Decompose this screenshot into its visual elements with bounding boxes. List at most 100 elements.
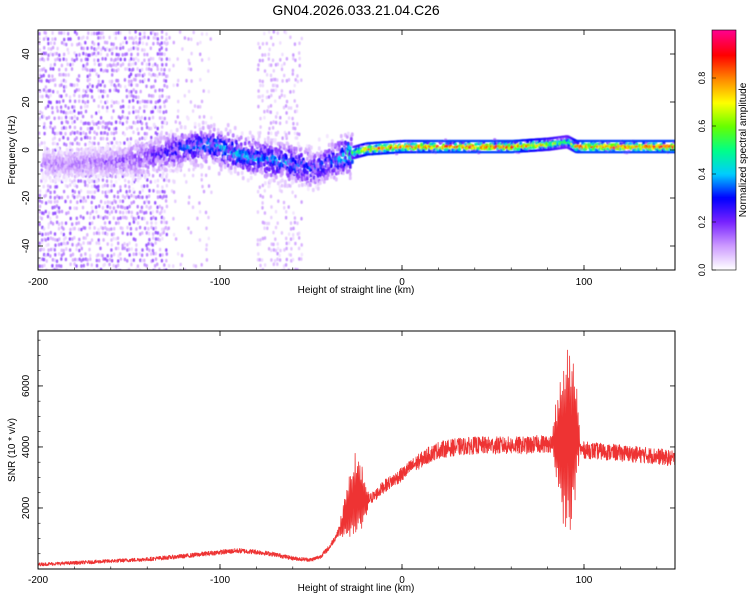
noise-cell — [117, 221, 120, 225]
noise-cell — [156, 37, 159, 41]
noise-cell — [82, 46, 85, 51]
noise-cell — [272, 242, 275, 247]
noise-cell — [45, 35, 48, 40]
noise-cell — [135, 41, 138, 45]
noise-cell — [95, 210, 98, 214]
noise-cell — [172, 83, 175, 88]
noise-cell — [42, 88, 46, 92]
noise-cell — [129, 72, 133, 77]
noise-cell — [134, 121, 137, 125]
noise-cell — [57, 206, 61, 210]
noise-cell — [86, 57, 89, 62]
noise-cell — [65, 247, 68, 251]
noise-cell — [101, 226, 105, 231]
noise-cell — [50, 47, 53, 51]
noise-cell — [146, 99, 149, 104]
signal-cell — [329, 174, 333, 179]
noise-cell — [64, 79, 67, 84]
noise-cell — [141, 231, 144, 235]
noise-cell — [97, 83, 100, 87]
noise-cell — [68, 125, 72, 129]
noise-cell — [119, 42, 122, 47]
noise-cell — [139, 89, 142, 94]
noise-cell — [125, 120, 129, 124]
noise-cell — [276, 221, 279, 225]
signal-cell — [316, 186, 320, 191]
noise-cell — [53, 205, 56, 209]
noise-cell — [127, 79, 131, 84]
noise-cell — [126, 243, 129, 247]
noise-cell — [79, 214, 82, 219]
noise-cell — [123, 246, 126, 251]
noise-cell — [188, 195, 191, 199]
noise-cell — [54, 58, 57, 62]
noise-cell — [282, 200, 286, 205]
signal-cell — [343, 155, 347, 160]
noise-cell — [163, 178, 166, 182]
noise-cell — [143, 211, 146, 215]
noise-cell — [93, 179, 96, 184]
noise-cell — [81, 205, 85, 210]
signal-cell — [41, 174, 45, 179]
noise-cell — [136, 52, 140, 57]
noise-cell — [300, 257, 303, 261]
noise-cell — [43, 122, 46, 126]
noise-cell — [141, 99, 145, 103]
noise-cell — [266, 89, 269, 94]
signal-cell — [106, 173, 110, 178]
signal-cell — [180, 162, 184, 167]
noise-cell — [104, 121, 107, 126]
noise-cell — [132, 194, 136, 199]
noise-cell — [82, 263, 85, 268]
noise-cell — [152, 251, 155, 256]
noise-cell — [84, 121, 87, 125]
noise-cell — [291, 190, 294, 195]
noise-cell — [69, 63, 72, 67]
noise-cell — [259, 116, 262, 121]
noise-cell — [207, 89, 210, 94]
signal-cell — [246, 136, 250, 141]
signal-cell — [234, 139, 238, 144]
noise-cell — [165, 248, 168, 252]
noise-cell — [158, 94, 161, 99]
noise-cell — [274, 120, 278, 125]
noise-cell — [274, 248, 278, 253]
noise-cell — [156, 205, 159, 210]
noise-cell — [114, 36, 117, 40]
noise-cell — [179, 268, 182, 270]
signal-cell — [226, 123, 230, 128]
noise-cell — [176, 57, 179, 61]
signal-cell — [152, 167, 156, 172]
noise-cell — [165, 47, 168, 52]
noise-cell — [51, 205, 54, 210]
noise-cell — [289, 184, 292, 188]
signal-cell — [114, 179, 118, 185]
noise-cell — [55, 264, 58, 268]
noise-cell — [166, 41, 169, 46]
signal-cell — [173, 132, 177, 138]
noise-cell — [165, 178, 168, 182]
signal-cell — [212, 123, 216, 128]
noise-cell — [46, 57, 50, 61]
noise-cell — [51, 74, 54, 78]
noise-cell — [137, 215, 140, 220]
noise-cell — [80, 253, 83, 257]
noise-cell — [110, 258, 114, 263]
noise-cell — [42, 73, 45, 78]
noise-cell — [163, 116, 166, 121]
noise-cell — [143, 104, 146, 109]
noise-cell — [86, 85, 89, 89]
signal-cell — [319, 150, 323, 155]
noise-cell — [285, 57, 289, 61]
noise-cell — [76, 258, 79, 262]
signal-cell — [317, 137, 321, 142]
noise-cell — [49, 185, 52, 189]
noise-cell — [145, 42, 148, 46]
noise-cell — [99, 267, 103, 270]
noise-cell — [168, 36, 171, 40]
signal-cell — [186, 116, 190, 121]
noise-cell — [121, 62, 125, 66]
signal-cell — [172, 158, 176, 163]
noise-cell — [84, 183, 87, 187]
signal-cell — [320, 177, 324, 182]
